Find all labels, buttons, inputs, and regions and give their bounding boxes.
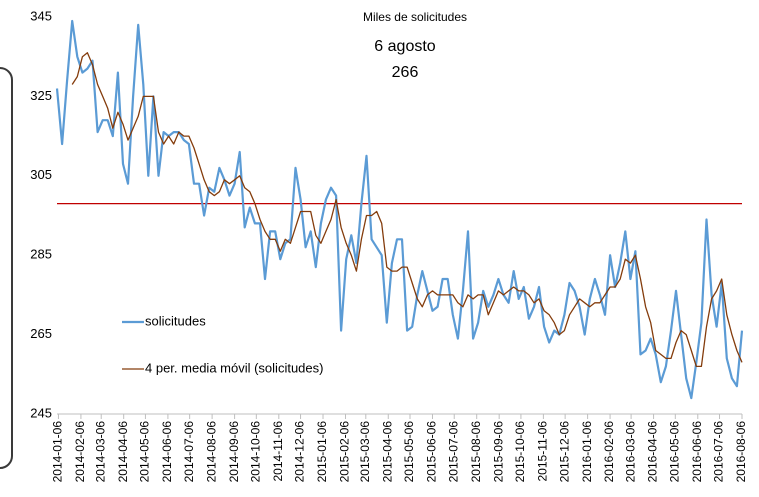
x-tick-label: 2015-06-06 xyxy=(425,421,439,483)
x-tick-label: 2015-07-06 xyxy=(446,421,460,483)
y-tick-label: 265 xyxy=(30,326,52,341)
y-tick-label: 245 xyxy=(30,405,52,420)
y-tick-label: 345 xyxy=(30,8,52,23)
x-tick-label: 2014-06-06 xyxy=(160,421,174,483)
legend-label: solicitudes xyxy=(145,313,206,328)
x-tick-label: 2016-04-06 xyxy=(646,421,660,483)
x-tick-label: 2016-03-06 xyxy=(623,421,637,483)
frame-edge xyxy=(0,67,13,469)
x-tick-label: 2016-05-06 xyxy=(667,421,681,483)
y-tick-label: 305 xyxy=(30,167,52,182)
x-tick-label: 2014-02-06 xyxy=(73,421,87,483)
x-tick-label: 2015-04-06 xyxy=(380,421,394,483)
series-line xyxy=(55,19,744,400)
x-tick-label: 2014-10-06 xyxy=(249,421,263,483)
x-tick-label: 2015-11-06 xyxy=(536,421,550,482)
x-tick-label: 2014-07-06 xyxy=(182,421,196,483)
x-tick-label: 2016-02-06 xyxy=(602,421,616,483)
x-tick-label: 2014-08-06 xyxy=(204,421,218,483)
series-line xyxy=(71,52,743,368)
x-tick-label: 2014-09-06 xyxy=(227,421,241,483)
annotation: 266 xyxy=(392,64,419,81)
x-tick-label: 2015-01-06 xyxy=(315,421,329,483)
x-tick-label: 2015-05-06 xyxy=(402,421,416,483)
x-tick-label: 2015-02-06 xyxy=(338,421,352,483)
y-tick-label: 325 xyxy=(30,88,52,103)
x-tick-label: 2016-06-06 xyxy=(690,421,704,483)
x-tick-label: 2014-01-06 xyxy=(51,421,65,483)
x-tick-label: 2015-10-06 xyxy=(513,421,527,483)
x-tick-label: 2014-12-06 xyxy=(293,421,307,483)
x-tick-label: 2015-12-06 xyxy=(557,421,571,483)
annotation: 6 agosto xyxy=(374,38,435,55)
annotation: Miles de solicitudes xyxy=(363,10,467,24)
x-tick-label: 2015-03-06 xyxy=(358,421,372,483)
legend-label: 4 per. media móvil (solicitudes) xyxy=(145,360,323,375)
x-tick-label: 2014-04-06 xyxy=(116,421,130,483)
x-tick-label: 2014-11-06 xyxy=(271,421,285,482)
x-tick-label: 2014-05-06 xyxy=(138,421,152,483)
x-tick-label: 2014-03-06 xyxy=(93,421,107,483)
x-tick-label: 2015-08-06 xyxy=(469,421,483,483)
x-tick-label: 2016-08-06 xyxy=(734,421,748,483)
x-tick-label: 2015-09-06 xyxy=(491,421,505,483)
x-tick-label: 2016-01-06 xyxy=(580,421,594,483)
x-tick-label: 2016-07-06 xyxy=(712,421,726,483)
y-tick-label: 285 xyxy=(30,247,52,262)
